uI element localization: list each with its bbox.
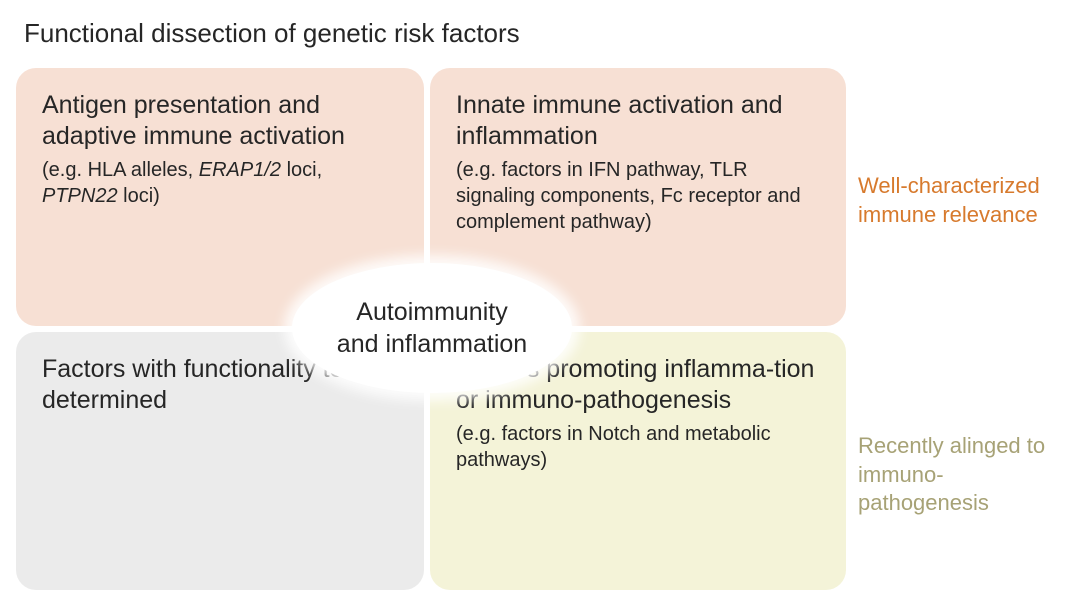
quad-tl-sub-suffix: loci) — [118, 185, 160, 207]
quad-tl-sub-mid: loci, — [281, 159, 322, 181]
quad-tr-heading: Innate immune activation and inflammatio… — [456, 90, 820, 153]
quad-tl-ital2: PTPN22 — [42, 185, 118, 207]
quad-tl-ital1: ERAP1/2 — [199, 159, 281, 181]
center-label: Autoimmunity and inflammation — [337, 296, 527, 361]
quad-tl-heading: Antigen presentation and adaptive immune… — [42, 90, 398, 153]
quad-tl-subtext: (e.g. HLA alleles, ERAP1/2 loci, PTPN22 … — [42, 157, 398, 209]
side-label-bottom: Recently alinged to immuno-pathogenesis — [858, 432, 1073, 518]
quad-tl-sub-prefix: (e.g. HLA alleles, — [42, 159, 199, 181]
quad-br-subtext: (e.g. factors in Notch and metabolic pat… — [456, 421, 820, 473]
quad-tr-subtext: (e.g. factors in IFN pathway, TLR signal… — [456, 157, 820, 235]
diagram-title: Functional dissection of genetic risk fa… — [24, 18, 520, 49]
center-line1: Autoimmunity — [356, 298, 507, 326]
side-label-top: Well-characterized immune relevance — [858, 172, 1073, 229]
center-ellipse: Autoimmunity and inflammation — [292, 263, 572, 393]
quad-container: Antigen presentation and adaptive immune… — [16, 68, 846, 592]
center-line2: and inflammation — [337, 330, 527, 358]
